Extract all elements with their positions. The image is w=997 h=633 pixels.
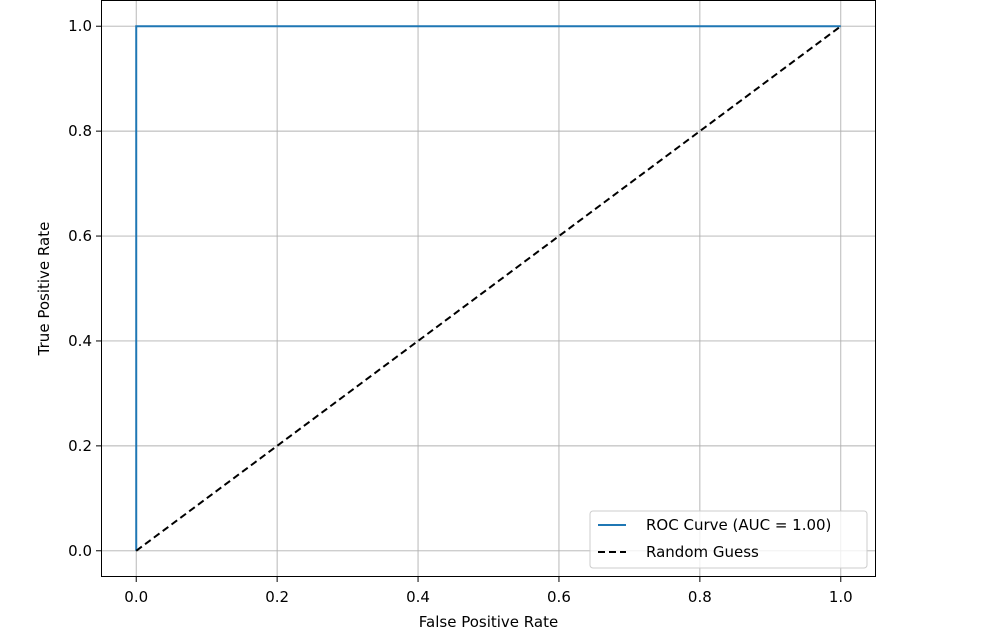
x-tick-label: 0.6 — [547, 588, 571, 606]
legend: ROC Curve (AUC = 1.00) Random Guess — [589, 510, 868, 569]
roc-curve-line — [135, 25, 841, 551]
x-tick-label: 1.0 — [829, 588, 853, 606]
y-tick-label: 0.6 — [68, 227, 92, 245]
axis-ticks: 0.0 0.2 0.4 0.6 0.8 1.0 0.0 0.2 0.4 0.6 0.8 1.0 — [68, 17, 853, 606]
random-guess-line — [135, 25, 842, 552]
legend-random-label: Random Guess — [646, 543, 759, 561]
y-tick-label: 0.8 — [68, 122, 92, 140]
series-layer — [135, 25, 842, 552]
y-tick-label: 0.0 — [68, 542, 92, 560]
x-tick-label: 0.4 — [406, 588, 430, 606]
y-tick-label: 1.0 — [68, 17, 92, 35]
y-axis-label: True Positive Rate — [35, 222, 53, 357]
x-tick-label: 0.0 — [124, 588, 148, 606]
legend-roc-label: ROC Curve (AUC = 1.00) — [646, 516, 831, 534]
y-tick-label: 0.4 — [68, 332, 92, 350]
plot-area-frame — [101, 0, 876, 577]
x-tick-label: 0.2 — [265, 588, 289, 606]
x-axis-label: False Positive Rate — [419, 613, 558, 631]
legend-box — [589, 510, 868, 569]
y-tick-label: 0.2 — [68, 437, 92, 455]
x-tick-label: 0.8 — [688, 588, 712, 606]
